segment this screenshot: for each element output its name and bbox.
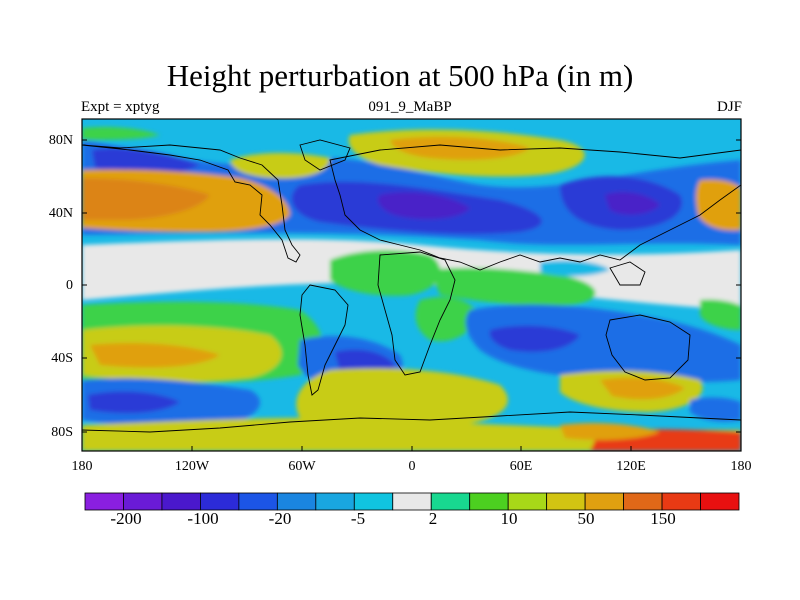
colorbar-label: -20 [268,509,292,528]
lat-label-80s: 80S [51,425,73,440]
colorbar-swatch [123,492,163,511]
coast-north-america [82,144,301,263]
field-patch-orange-eurasia [390,136,530,160]
colorbar-label: 2 [428,509,438,528]
colorbar-swatch [84,492,124,511]
colorbar-label: -200 [110,509,142,528]
colorbar-label: 10 [500,509,518,528]
colorbar-swatch [238,492,278,511]
coast-antarctica [82,411,741,433]
colorbar-swatch [161,492,201,511]
field-patch-orange-south-pacific [90,343,220,368]
colorbar-swatch [584,492,624,511]
colorbar-swatch [469,492,509,511]
field-patch-deepblue-southern-ocean-west [88,391,180,414]
case-label: 091_9_MaBP [368,99,452,115]
colorbar-swatch [546,492,586,511]
coast-africa [377,251,456,376]
field-patch-green-southeast [700,299,741,330]
field-patch-cyan-arabia [540,260,610,277]
field-patch-yellow-antarctica [82,417,741,451]
lon-label-60w: 60W [288,459,316,474]
colorbar-swatch [392,492,432,511]
lon-label-120e: 120E [616,459,646,474]
colorbar-swatch [507,492,548,511]
field-patch-orange-antarctica [560,422,660,440]
lon-label-60e: 60E [509,459,533,474]
colorbar-swatch [315,492,355,511]
field-patch-green-indian-ocean [430,267,596,306]
lon-label-120w: 120W [174,459,210,474]
colorbar-swatch [353,492,394,511]
field-patch-darkorange-northwest [82,178,210,220]
colorbar-swatch [623,492,663,511]
coast-maritime-continent [609,261,646,286]
lat-label-40n: 40N [48,206,73,221]
field-patch-blue-southeast [690,397,741,422]
height-field [82,119,741,451]
lat-label-80n: 80N [48,133,73,148]
field-patch-purple-north-atlantic [378,192,470,220]
colorbar-swatch [700,492,740,511]
colorbar-label: -5 [350,509,366,528]
field-patch-deepblue-indian-ocean-south [489,325,580,352]
colorbar-swatch [276,492,317,511]
coast-greenland [299,139,351,171]
axis-ticks [81,139,742,451]
coast-australia [605,314,691,381]
field-patch-green-africa [330,250,441,296]
lat-label-0: 0 [66,278,73,293]
colorbar [84,492,740,511]
field-patch-deepblue-northwest [92,148,200,175]
field-patch-green-south-africa [415,296,480,342]
coastlines [82,139,741,433]
colorbar-swatch [430,492,471,511]
colorbar-label: 150 [650,509,676,528]
experiment-label: Expt = xptyg [81,99,160,115]
lon-label-180w: 180 [71,459,93,474]
lon-label-180e: 180 [730,459,752,474]
field-patch-orange-northeast [695,179,741,231]
lat-label-40s: 40S [51,351,73,366]
field-patch-yellow-south-atlantic [296,368,508,427]
coast-eurasia [329,144,741,271]
colorbar-label: 50 [577,509,595,528]
lon-label-0: 0 [408,459,416,474]
coast-south-america [299,284,349,396]
field-patch-purple-north-pacific [605,192,660,215]
colorbar-swatch [200,492,240,511]
field-patch-blue-indian-ocean-south [465,304,741,383]
colorbar-swatch [661,492,701,511]
season-label: DJF [716,99,742,115]
field-patch-orange-australia-south [600,377,685,400]
map-title: Height perturbation at 500 hPa (in m) [166,58,634,93]
colorbar-label: -100 [187,509,219,528]
field-patch-green-northwest [82,126,160,140]
